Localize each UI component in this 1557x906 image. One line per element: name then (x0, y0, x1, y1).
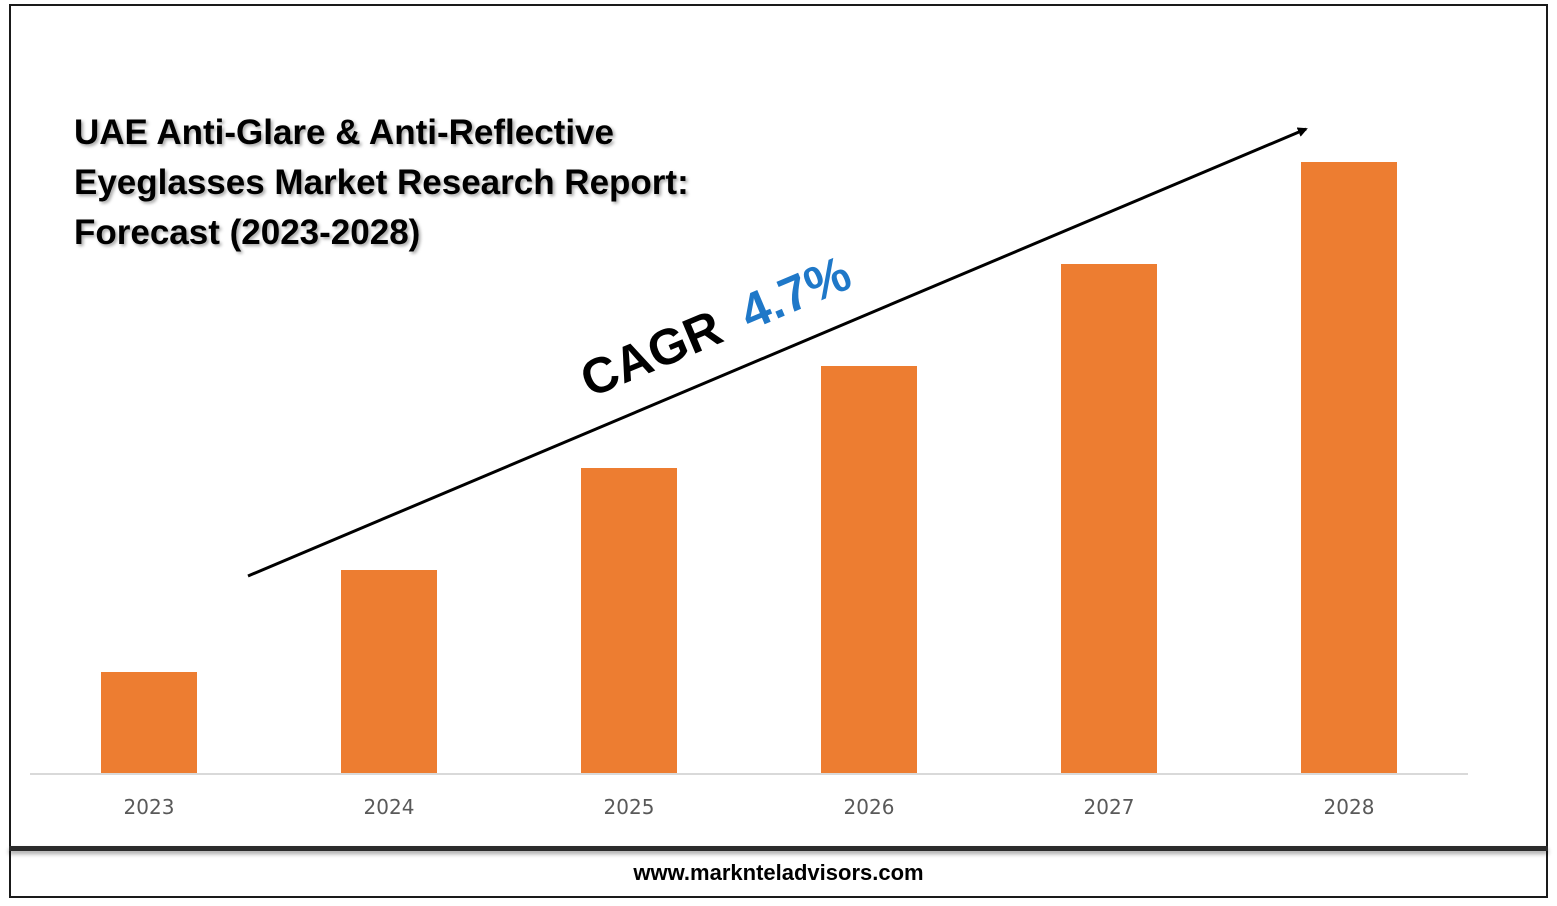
x-tick-label-2027: 2027 (1084, 795, 1135, 819)
footer-url: www.marknteladvisors.com (633, 860, 924, 885)
title-line-2: Eyeglasses Market Research Report: (74, 163, 689, 202)
bar-2026 (821, 366, 917, 774)
bar-2025 (581, 468, 677, 774)
bar-2027 (1061, 264, 1157, 774)
bar-2028 (1301, 162, 1397, 774)
x-tick-label-2025: 2025 (604, 795, 655, 819)
x-tick-label-2024: 2024 (364, 795, 415, 819)
title-line-1: UAE Anti-Glare & Anti-Reflective (74, 113, 614, 152)
x-tick-label-2023: 2023 (124, 795, 175, 819)
bar-2024 (341, 570, 437, 774)
chart-title: UAE Anti-Glare & Anti-Reflective Eyeglas… (74, 108, 754, 258)
bars-group (101, 162, 1397, 774)
title-line-3: Forecast (2023-2028) (74, 213, 421, 252)
footer-divider (9, 846, 1548, 851)
x-tick-label-2026: 2026 (844, 795, 895, 819)
chart-frame (9, 4, 1548, 898)
cagr-label: CAGR (572, 299, 729, 408)
x-tick-labels: 2023 2024 2025 2026 2027 2028 (124, 795, 1375, 819)
cagr-annotation: CAGR 4.7% (572, 245, 858, 408)
x-tick-label-2028: 2028 (1324, 795, 1375, 819)
bar-2023 (101, 672, 197, 774)
trend-arrow (247, 127, 1308, 578)
